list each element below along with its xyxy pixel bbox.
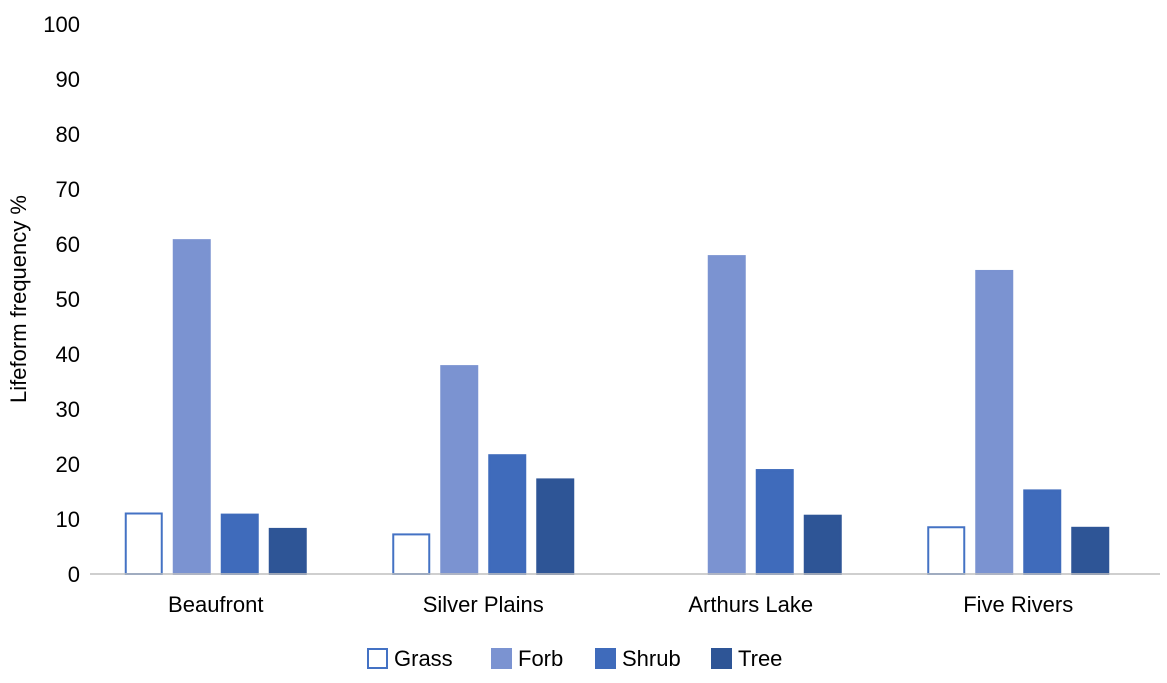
y-tick-label: 20 xyxy=(56,452,80,477)
legend-swatch-forb xyxy=(491,648,512,669)
bar-forb-arthurs-lake xyxy=(707,255,746,575)
legend-swatch-tree xyxy=(711,648,732,669)
bars xyxy=(124,239,1110,576)
x-tick-label: Silver Plains xyxy=(423,592,544,617)
bar-shrub-silver-plains xyxy=(488,454,527,576)
y-tick-label: 0 xyxy=(68,562,80,587)
y-tick-label: 80 xyxy=(56,122,80,147)
bar-grass-silver-plains xyxy=(392,533,431,576)
y-tick-label: 70 xyxy=(56,177,80,202)
legend: Grass Forb Shrub Tree xyxy=(367,646,782,671)
bar-forb-five-rivers xyxy=(975,269,1014,575)
bar-tree-five-rivers xyxy=(1071,526,1110,575)
legend-swatch-grass xyxy=(367,648,388,669)
y-tick-label: 100 xyxy=(43,12,80,37)
x-tick-label: Arthurs Lake xyxy=(688,592,813,617)
legend-label-tree: Tree xyxy=(738,646,782,671)
bar-shrub-beaufront xyxy=(220,513,259,575)
y-tick-label: 60 xyxy=(56,232,80,257)
y-tick-label: 10 xyxy=(56,507,80,532)
y-tick-label: 90 xyxy=(56,67,80,92)
legend-label-shrub: Shrub xyxy=(622,646,681,671)
bar-tree-silver-plains xyxy=(536,478,575,575)
legend-label-forb: Forb xyxy=(518,646,563,671)
bar-grass-beaufront xyxy=(124,512,163,575)
bar-shrub-arthurs-lake xyxy=(755,469,794,575)
bar-tree-arthurs-lake xyxy=(803,514,842,576)
legend-swatch-shrub xyxy=(595,648,616,669)
bar-grass-five-rivers xyxy=(927,526,966,575)
bar-forb-beaufront xyxy=(172,239,211,575)
bar-tree-beaufront xyxy=(268,527,307,576)
x-tick-label: Five Rivers xyxy=(963,592,1073,617)
y-tick-label: 30 xyxy=(56,397,80,422)
x-axis-ticks: Beaufront Silver Plains Arthurs Lake Five R… xyxy=(168,592,1073,617)
y-tick-label: 50 xyxy=(56,287,80,312)
bar-shrub-five-rivers xyxy=(1023,489,1062,575)
legend-label-grass: Grass xyxy=(394,646,453,671)
y-axis-ticks: 0 10 20 30 40 50 60 70 80 90 100 xyxy=(43,12,80,587)
y-tick-label: 40 xyxy=(56,342,80,367)
x-tick-label: Beaufront xyxy=(168,592,263,617)
y-axis-title: Lifeform frequency % xyxy=(6,195,31,403)
bar-forb-silver-plains xyxy=(440,365,479,575)
